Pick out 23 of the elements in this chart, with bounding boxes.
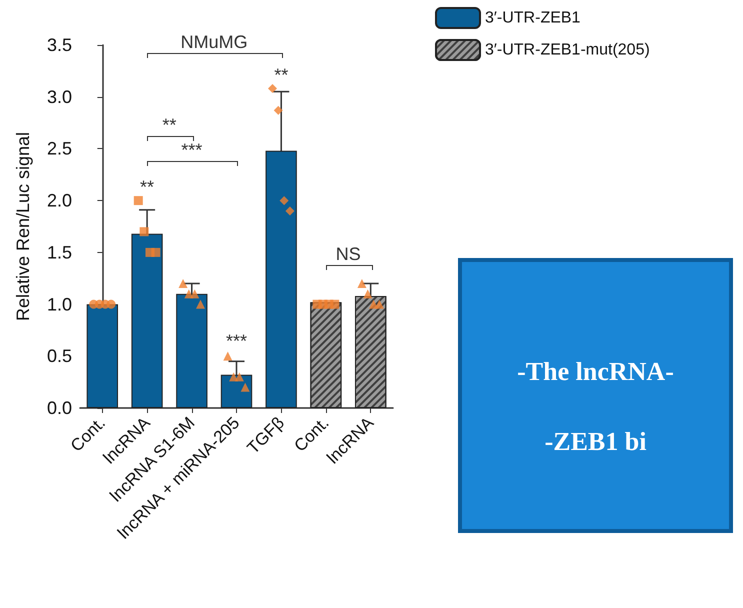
y-tick-label: 1.0 <box>46 294 72 314</box>
text-box: -The lncRNA- -ZEB1 bi <box>458 258 733 533</box>
y-axis-title: Relative Ren/Luc signal <box>13 132 33 322</box>
y-tick-label: 3.0 <box>46 86 72 107</box>
y-tick-label: 2.5 <box>46 138 72 159</box>
annotation: ** <box>162 115 176 136</box>
legend-label: 3′-UTR-ZEB1 <box>485 10 581 26</box>
bar <box>131 234 163 408</box>
y-tick-label: 2.0 <box>46 190 72 211</box>
bar <box>86 304 118 408</box>
bar <box>176 294 208 408</box>
annotation: *** <box>181 140 202 160</box>
annotation: NS <box>336 244 361 264</box>
y-tick-label: 0.0 <box>46 398 72 418</box>
y-tick-label: 1.5 <box>46 242 72 262</box>
legend-label: 3′-UTR-ZEB1-mut(205) <box>485 42 650 58</box>
y-tick-label: 3.5 <box>46 35 72 55</box>
annotation: ** <box>140 176 154 197</box>
annotation: ** <box>274 64 288 85</box>
annotation: NMuMG <box>180 32 248 52</box>
annotation: *** <box>226 330 248 351</box>
bar <box>266 150 297 408</box>
y-tick-label: 0.5 <box>46 346 72 366</box>
